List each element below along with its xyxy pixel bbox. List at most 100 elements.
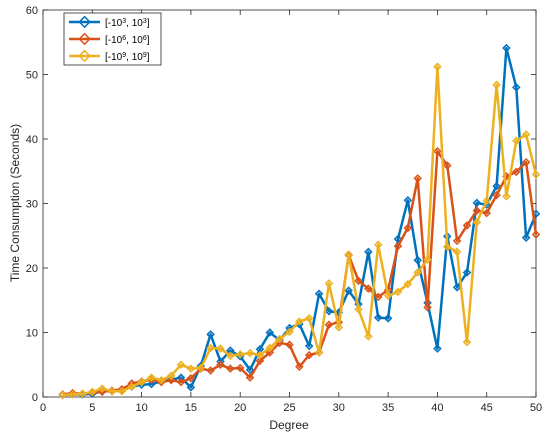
data-point — [413, 255, 422, 265]
data-point — [147, 379, 156, 389]
data-point — [512, 167, 521, 177]
y-tick-label: 0 — [32, 392, 38, 404]
legend-entry-0: [-103, 103] — [69, 15, 150, 30]
data-point — [344, 250, 353, 259]
data-point — [226, 364, 235, 373]
data-point — [226, 351, 235, 360]
data-point — [78, 389, 87, 399]
data-point — [403, 196, 413, 205]
data-point — [196, 363, 206, 373]
data-point — [107, 386, 117, 396]
data-point — [265, 343, 275, 353]
series-layer — [58, 43, 541, 400]
data-point — [521, 233, 531, 242]
data-point — [462, 337, 472, 347]
data-point — [216, 360, 225, 370]
data-point — [373, 292, 383, 302]
y-tick-label: 50 — [26, 70, 38, 82]
data-point — [344, 286, 353, 295]
legend-label-2: [-109, 109] — [105, 52, 150, 64]
data-point — [373, 240, 383, 250]
data-point — [334, 323, 344, 332]
data-point — [482, 196, 491, 206]
x-tick-label: 0 — [40, 402, 46, 414]
data-point — [502, 192, 511, 201]
data-point — [531, 230, 541, 239]
data-point — [354, 305, 363, 314]
data-point — [304, 350, 314, 360]
data-point — [265, 328, 275, 337]
data-point — [324, 279, 334, 288]
data-point — [393, 287, 403, 297]
data-point — [462, 268, 472, 277]
data-point — [285, 327, 294, 337]
legend-label-1: [-106, 106] — [105, 35, 150, 47]
data-point — [235, 363, 245, 373]
data-point — [521, 157, 531, 167]
data-point — [68, 390, 77, 399]
data-point — [245, 365, 255, 375]
x-tick-label: 15 — [185, 402, 197, 414]
x-tick-label: 30 — [333, 402, 345, 414]
data-point — [472, 198, 482, 208]
data-point — [423, 255, 432, 264]
data-point — [364, 284, 373, 293]
data-point — [68, 388, 77, 398]
data-point — [117, 386, 127, 396]
data-point — [521, 130, 531, 139]
x-tick-label: 25 — [283, 402, 295, 414]
data-point — [304, 314, 314, 323]
x-tick-label: 40 — [431, 402, 443, 414]
data-point — [157, 375, 166, 385]
data-point — [186, 374, 196, 383]
data-point — [324, 306, 334, 316]
data-point — [166, 371, 176, 380]
data-point — [433, 146, 442, 156]
data-point — [472, 217, 482, 227]
data-point — [147, 373, 156, 382]
x-axis-title: Degree — [269, 418, 309, 432]
y-tick-label: 10 — [26, 328, 38, 340]
data-point — [314, 289, 324, 299]
data-point — [482, 208, 491, 218]
data-point — [304, 341, 314, 351]
x-tick-label: 45 — [481, 402, 493, 414]
data-point — [314, 348, 324, 357]
data-point — [206, 343, 215, 353]
data-point — [176, 377, 186, 387]
data-point — [97, 387, 107, 397]
data-point — [285, 340, 294, 350]
y-tick-label: 30 — [26, 199, 38, 211]
data-point — [117, 384, 127, 394]
series-2 — [58, 62, 541, 400]
data-point — [531, 170, 541, 179]
data-point — [383, 314, 393, 323]
data-point — [413, 268, 422, 277]
data-point — [442, 161, 452, 170]
data-point — [186, 364, 196, 373]
plot-area — [42, 9, 537, 398]
data-point — [235, 350, 245, 359]
data-point — [403, 279, 413, 289]
y-axis-title: Time Consumption (Seconds) — [8, 124, 22, 282]
data-point — [452, 247, 462, 257]
legend-marker-2 — [78, 49, 91, 63]
legend-entry-1: [-106, 106] — [69, 32, 150, 47]
legend-entry-2: [-109, 109] — [69, 49, 150, 64]
legend-label-0: [-103, 103] — [105, 18, 150, 30]
data-point — [137, 377, 146, 387]
data-point — [166, 375, 176, 385]
x-tick-label: 5 — [89, 402, 95, 414]
data-point — [433, 62, 442, 72]
data-point — [512, 83, 521, 92]
data-point — [502, 43, 511, 53]
data-point — [245, 348, 255, 358]
data-point — [472, 206, 482, 215]
data-point — [186, 383, 196, 392]
x-tick-label: 20 — [234, 402, 246, 414]
data-point — [97, 384, 107, 393]
data-point — [364, 247, 373, 257]
data-point — [176, 360, 186, 370]
legend: [-103, 103] [-106, 106] [-109, 109] — [63, 12, 162, 66]
